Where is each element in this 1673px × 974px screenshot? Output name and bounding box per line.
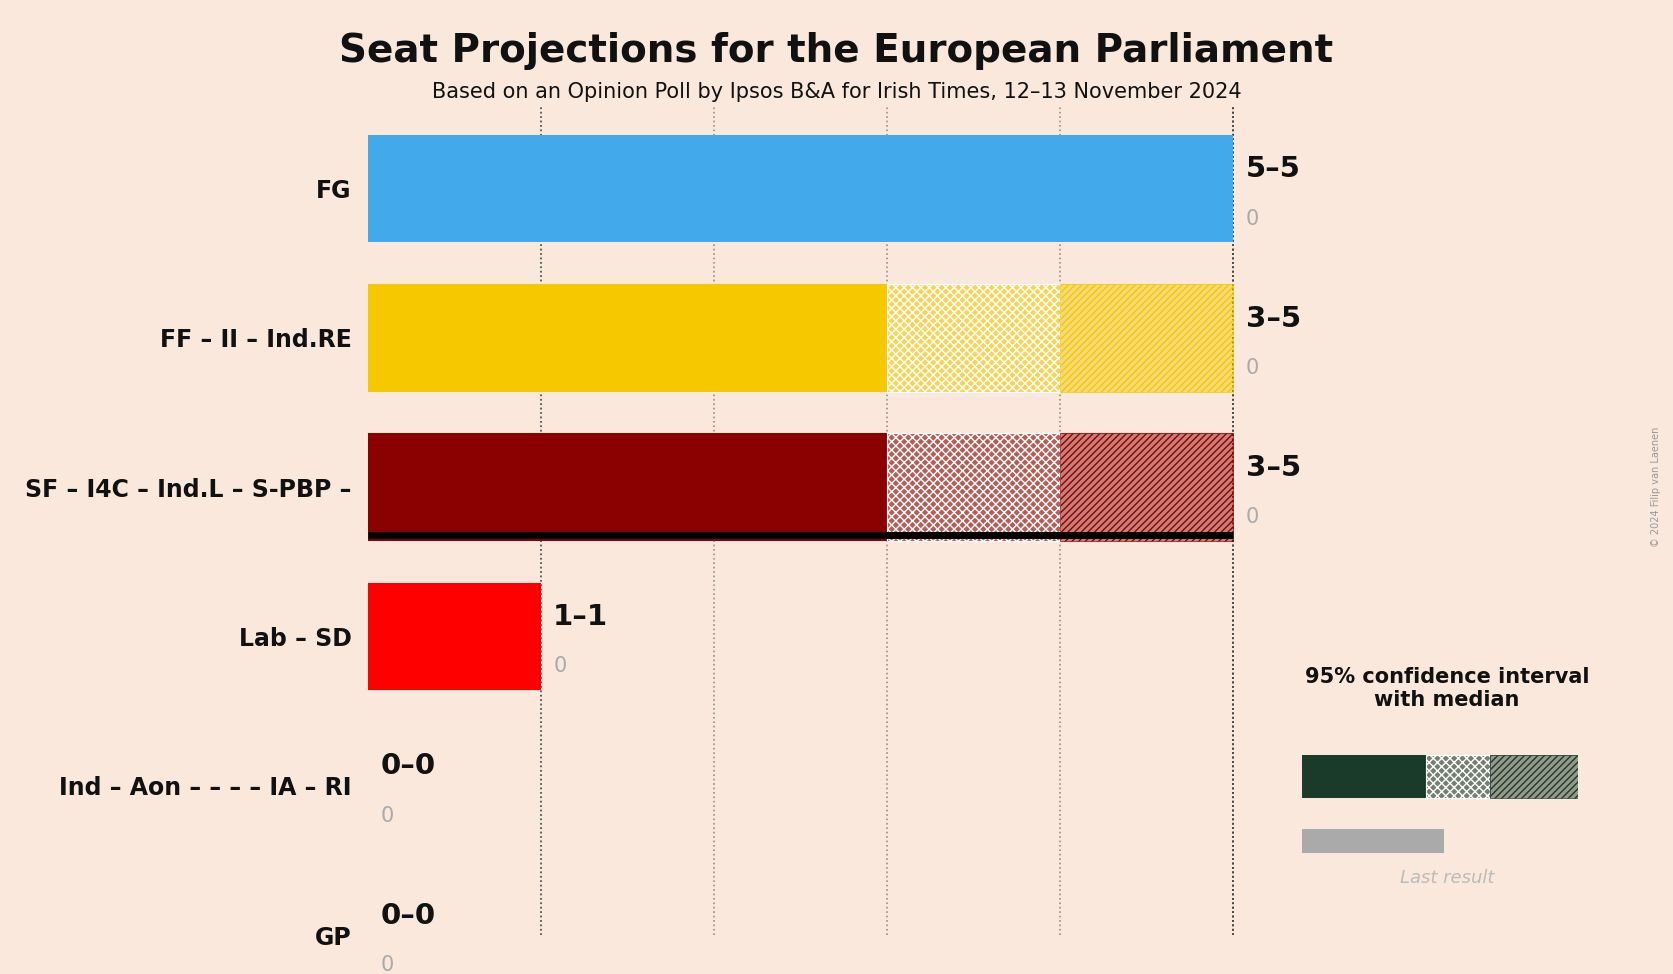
Bar bbox=[887, 433, 1061, 541]
Bar bbox=[1491, 756, 1578, 799]
Text: 0: 0 bbox=[1245, 208, 1258, 229]
Bar bbox=[1061, 284, 1233, 392]
Bar bbox=[1302, 756, 1425, 799]
Text: 3–5: 3–5 bbox=[1245, 454, 1300, 482]
Text: Last result: Last result bbox=[1400, 869, 1494, 886]
Bar bbox=[1061, 433, 1233, 541]
Text: 0: 0 bbox=[1245, 357, 1258, 378]
Bar bbox=[1061, 284, 1233, 392]
Bar bbox=[1425, 756, 1491, 799]
Text: 0–0: 0–0 bbox=[380, 752, 435, 780]
Text: © 2024 Filip van Laenen: © 2024 Filip van Laenen bbox=[1651, 427, 1661, 547]
Text: 0: 0 bbox=[380, 955, 393, 974]
Bar bbox=[887, 284, 1061, 392]
Text: 0: 0 bbox=[380, 805, 393, 826]
Text: 1–1: 1–1 bbox=[554, 603, 609, 631]
Bar bbox=[368, 135, 1233, 243]
Text: 0–0: 0–0 bbox=[380, 902, 435, 929]
Bar bbox=[887, 284, 1061, 392]
Text: Seat Projections for the European Parliament: Seat Projections for the European Parlia… bbox=[340, 32, 1333, 70]
Text: 3–5: 3–5 bbox=[1245, 305, 1300, 332]
Bar bbox=[368, 433, 887, 541]
Bar bbox=[1425, 756, 1491, 799]
Bar bbox=[368, 284, 887, 392]
Text: Based on an Opinion Poll by Ipsos B&A for Irish Times, 12–13 November 2024: Based on an Opinion Poll by Ipsos B&A fo… bbox=[432, 82, 1241, 102]
Text: 5–5: 5–5 bbox=[1245, 155, 1300, 183]
Bar bbox=[1491, 756, 1578, 799]
Text: 0: 0 bbox=[1245, 507, 1258, 527]
Bar bbox=[1061, 433, 1233, 541]
Text: 95% confidence interval
with median: 95% confidence interval with median bbox=[1305, 667, 1589, 710]
Bar bbox=[887, 433, 1061, 541]
Text: 0: 0 bbox=[554, 656, 567, 676]
Bar bbox=[368, 582, 540, 691]
Bar bbox=[1302, 829, 1444, 852]
